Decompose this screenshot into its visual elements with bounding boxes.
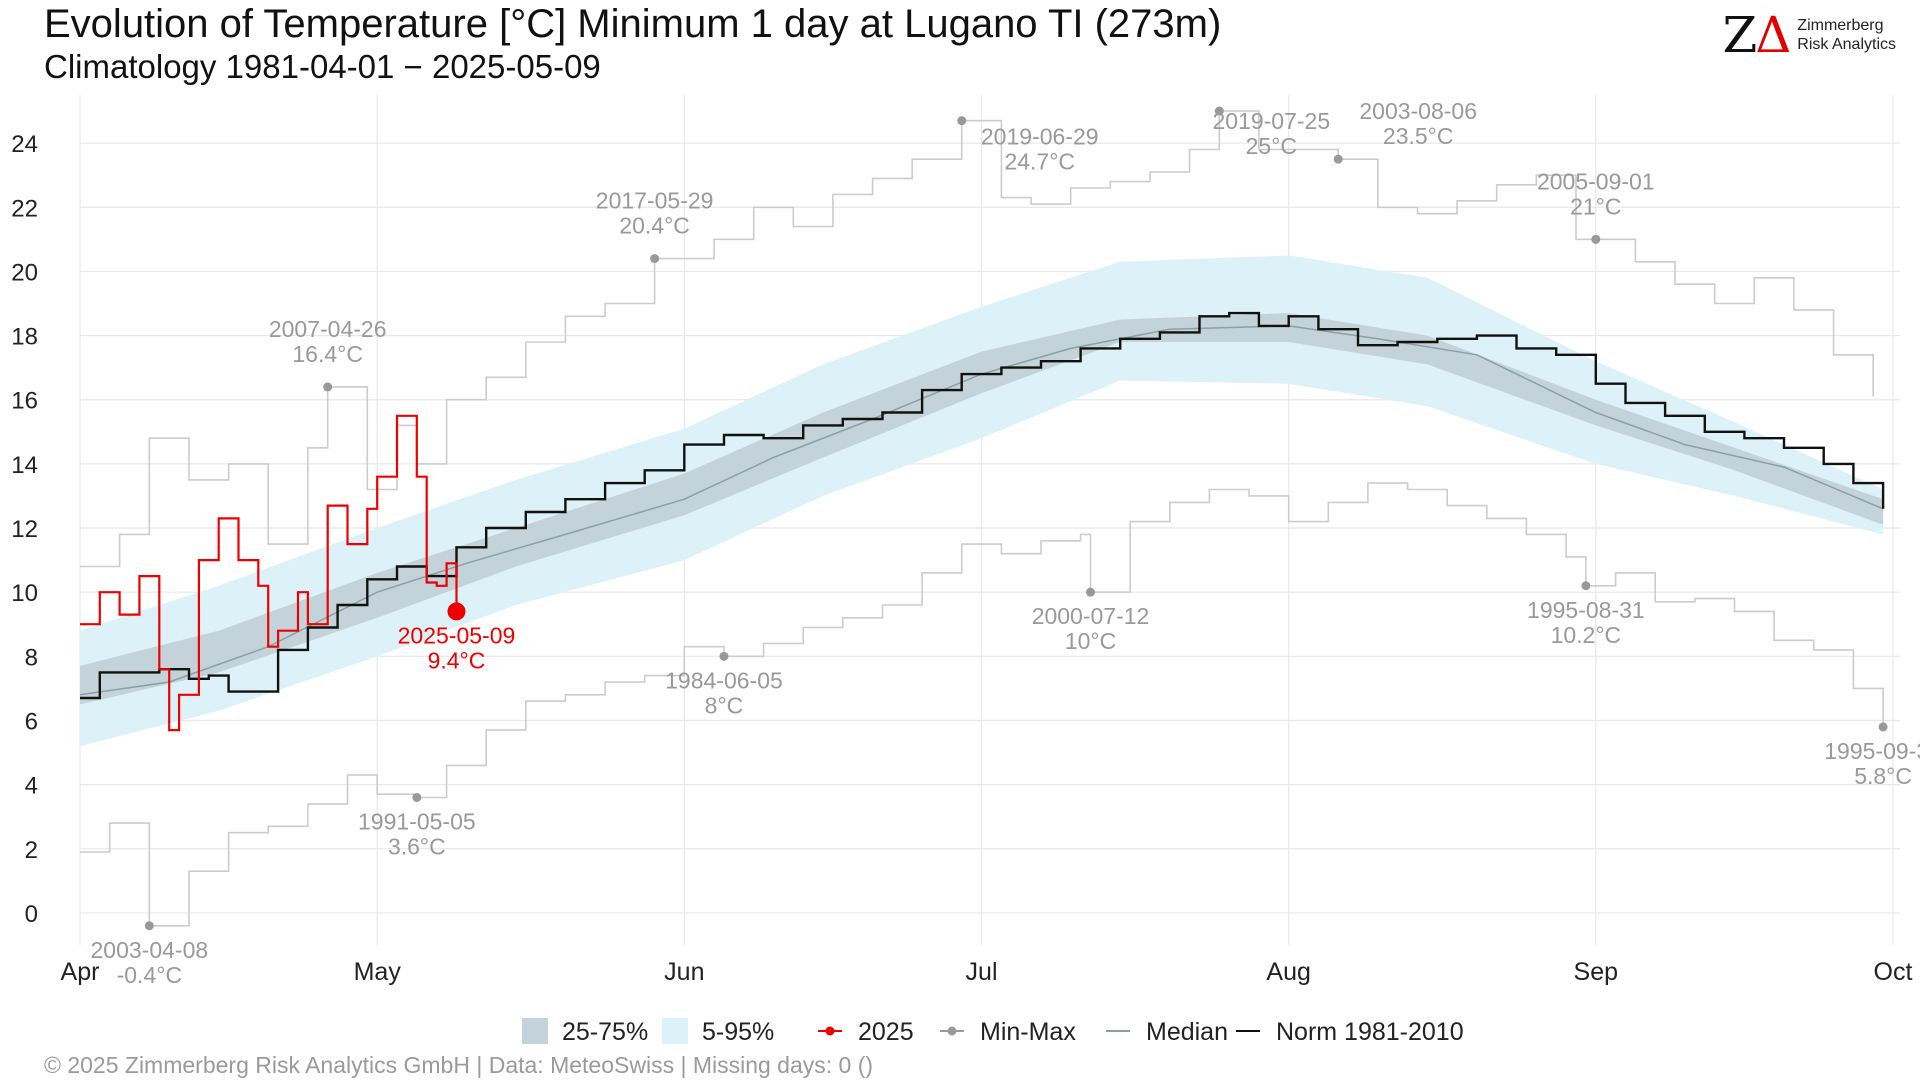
y-tick-label: 14 [11, 452, 38, 479]
extreme-point [144, 921, 154, 931]
x-tick-label: Jun [664, 958, 704, 986]
annotation-value: 25°C [1246, 133, 1297, 159]
annotation-date: 2019-07-25 [1212, 108, 1330, 134]
extreme-point [957, 116, 967, 126]
series-norm-line [80, 311, 1885, 700]
legend-label: 2025 [858, 1018, 914, 1046]
annotation-date: 2003-04-08 [91, 937, 209, 963]
annotation-value: 20.4°C [619, 213, 690, 239]
legend-item: Norm 1981-2010 [1236, 1018, 1464, 1046]
extreme-point [412, 792, 422, 802]
logo-mark-delta: Δ [1755, 6, 1791, 64]
annotation-date: 1995-08-31 [1527, 597, 1645, 623]
company-logo: ZΔ Zimmerberg Risk Analytics [1722, 10, 1896, 60]
annotation-value: 10°C [1065, 628, 1116, 654]
x-tick-label: Jul [966, 958, 998, 986]
annotation-date: 1984-06-05 [665, 667, 783, 693]
y-tick-label: 6 [25, 708, 38, 735]
annotation-value: 8°C [705, 692, 744, 718]
x-tick-label: Aug [1266, 958, 1310, 986]
extreme-point [1086, 587, 1096, 597]
band-5-95 [80, 255, 1884, 747]
y-tick-label: 8 [25, 644, 38, 671]
chart-subtitle: Climatology 1981-04-01 − 2025-05-09 [44, 48, 601, 85]
legend-label: 25-75% [562, 1018, 648, 1046]
y-tick-label: 12 [11, 516, 38, 543]
annotation-date: 1991-05-05 [358, 808, 476, 834]
y-tick-label: 0 [25, 901, 38, 928]
legend-item: 2025 [818, 1018, 914, 1046]
logo-text: Zimmerberg Risk Analytics [1797, 16, 1896, 54]
legend-label: Median [1146, 1018, 1228, 1046]
y-tick-label: 22 [11, 195, 38, 222]
y-tick-label: 20 [11, 259, 38, 286]
legend-label: Norm 1981-2010 [1276, 1018, 1464, 1046]
annotation-date: 2017-05-29 [596, 188, 714, 214]
annotation-value: 16.4°C [292, 341, 363, 367]
annotation-date: 2000-07-12 [1032, 603, 1150, 629]
annotation-value: 23.5°C [1383, 123, 1454, 149]
annotation-value: -0.4°C [117, 962, 182, 988]
series-max-line [80, 110, 1874, 568]
x-tick-label: Apr [61, 958, 100, 986]
extreme-point [719, 651, 729, 661]
legend-swatch [662, 1018, 688, 1044]
x-tick-label: Oct [1874, 958, 1913, 986]
extreme-point [1878, 722, 1888, 732]
extreme-point [1333, 154, 1343, 164]
chart-legend: 25-75% 5-95% 2025 Min-Max Median Norm 1981-20… [522, 1018, 1464, 1046]
legend-label: 5-95% [702, 1018, 774, 1046]
y-tick-label: 18 [11, 324, 38, 351]
legend-item: 5-95% [662, 1018, 774, 1046]
legend-item: Min-Max [940, 1018, 1076, 1046]
annotation-value: 10.2°C [1551, 622, 1622, 648]
y-tick-label: 24 [11, 131, 38, 158]
legend-item: Median [1106, 1018, 1228, 1046]
y-tick-label: 2 [25, 837, 38, 864]
logo-mark: ZΔ [1722, 10, 1791, 60]
annotation-value: 21°C [1570, 193, 1621, 219]
footer-credits: © 2025 Zimmerberg Risk Analytics GmbH | … [44, 1052, 874, 1078]
series-2025-line [80, 414, 458, 732]
annotation-date: 2007-04-26 [269, 316, 387, 342]
legend-swatch [522, 1018, 548, 1044]
annotation-value: 24.7°C [1004, 149, 1075, 175]
y-tick-label: 4 [25, 773, 38, 800]
logo-line-2: Risk Analytics [1797, 36, 1896, 53]
extreme-point [1214, 106, 1224, 116]
band-25-75 [80, 313, 1884, 705]
chart-title: Evolution of Temperature [°C] Minimum 1 … [44, 2, 1222, 46]
current-point [447, 602, 466, 621]
legend-item: 25-75% [522, 1018, 648, 1046]
annotation-value: 3.6°C [388, 833, 446, 859]
extreme-point [650, 254, 660, 264]
legend-swatch-point [947, 1026, 957, 1036]
x-tick-label: May [354, 958, 402, 986]
y-tick-label: 16 [11, 388, 38, 415]
annotation-date: 1995-09-30 [1824, 738, 1920, 764]
annotation-date: 2025-05-09 [398, 622, 516, 648]
annotation-date: 2019-06-29 [981, 124, 1099, 150]
legend-label: Min-Max [980, 1018, 1076, 1046]
logo-mark-z: Z [1722, 6, 1757, 64]
extreme-point [323, 382, 333, 392]
annotation-value: 9.4°C [428, 647, 486, 673]
legend-swatch-point [825, 1026, 835, 1036]
annotation-value: 5.8°C [1854, 763, 1912, 789]
extreme-point [1581, 581, 1591, 591]
y-tick-label: 10 [11, 580, 38, 607]
annotation-date: 2005-09-01 [1537, 168, 1655, 194]
x-tick-label: Sep [1574, 958, 1618, 986]
annotation-date: 2003-08-06 [1359, 98, 1477, 124]
logo-line-1: Zimmerberg [1797, 17, 1884, 34]
extreme-point [1591, 234, 1601, 244]
